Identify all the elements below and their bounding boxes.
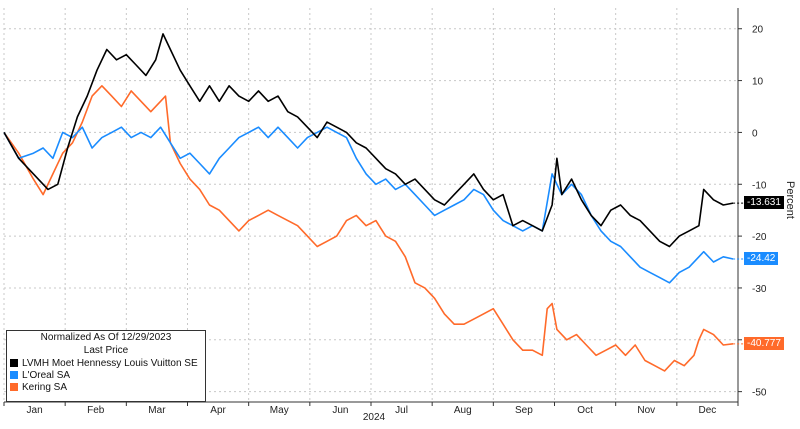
x-tick-label: Apr xyxy=(210,405,226,416)
x-tick-label: Oct xyxy=(577,405,593,416)
end-value-kering: -40.777 xyxy=(744,336,784,350)
legend: Normalized As Of 12/29/2023 Last Price L… xyxy=(6,330,206,402)
legend-title-1: Normalized As Of 12/29/2023 xyxy=(40,332,172,343)
y-tick-label: 20 xyxy=(752,25,764,36)
series-line-0 xyxy=(3,33,734,248)
legend-swatch-kering xyxy=(10,383,18,391)
x-tick-label: Feb xyxy=(87,405,105,416)
x-tick-label: Nov xyxy=(637,405,655,416)
legend-item-lvmh: LVMH Moet Hennessy Louis Vuitton SE xyxy=(7,357,205,369)
x-tick-label: Jun xyxy=(332,405,348,416)
end-value-loreal: -24.42 xyxy=(744,252,779,266)
y-tick-label: 10 xyxy=(752,77,764,88)
legend-label-kering: Kering SA xyxy=(22,381,68,393)
grid xyxy=(3,8,742,406)
legend-item-loreal: L'Oreal SA xyxy=(7,369,205,381)
x-axis-year: 2024 xyxy=(363,412,386,423)
series-lines xyxy=(3,33,744,372)
y-tick-label: -10 xyxy=(752,180,767,191)
x-tick-label: May xyxy=(270,405,289,416)
x-tick-label: Sep xyxy=(515,405,533,416)
legend-item-kering: Kering SA xyxy=(7,381,205,393)
x-axis-labels: Jan Feb Mar Apr May Jun Jul Aug Sep Oct Nov Dec xyxy=(27,405,717,416)
x-tick-label: Aug xyxy=(454,405,472,416)
legend-swatch-loreal xyxy=(10,371,18,379)
x-tick-label: Dec xyxy=(699,405,717,416)
y-axis-title: Percent xyxy=(784,181,796,219)
legend-label-loreal: L'Oreal SA xyxy=(22,369,71,381)
series-line-1 xyxy=(3,126,734,284)
legend-title-2: Last Price xyxy=(83,345,129,356)
y-tick-label: 0 xyxy=(752,128,758,139)
legend-swatch-lvmh xyxy=(10,359,18,367)
y-tick-label: -30 xyxy=(752,284,767,295)
y-tick-label: -20 xyxy=(752,232,767,243)
x-tick-label: Jul xyxy=(395,405,408,416)
x-tick-label: Jan xyxy=(27,405,43,416)
legend-label-lvmh: LVMH Moet Hennessy Louis Vuitton SE xyxy=(22,357,198,369)
end-value-lvmh: -13.631 xyxy=(744,196,784,210)
x-tick-label: Mar xyxy=(148,405,166,416)
series-line-2 xyxy=(3,85,734,372)
y-tick-label: -50 xyxy=(752,388,767,399)
